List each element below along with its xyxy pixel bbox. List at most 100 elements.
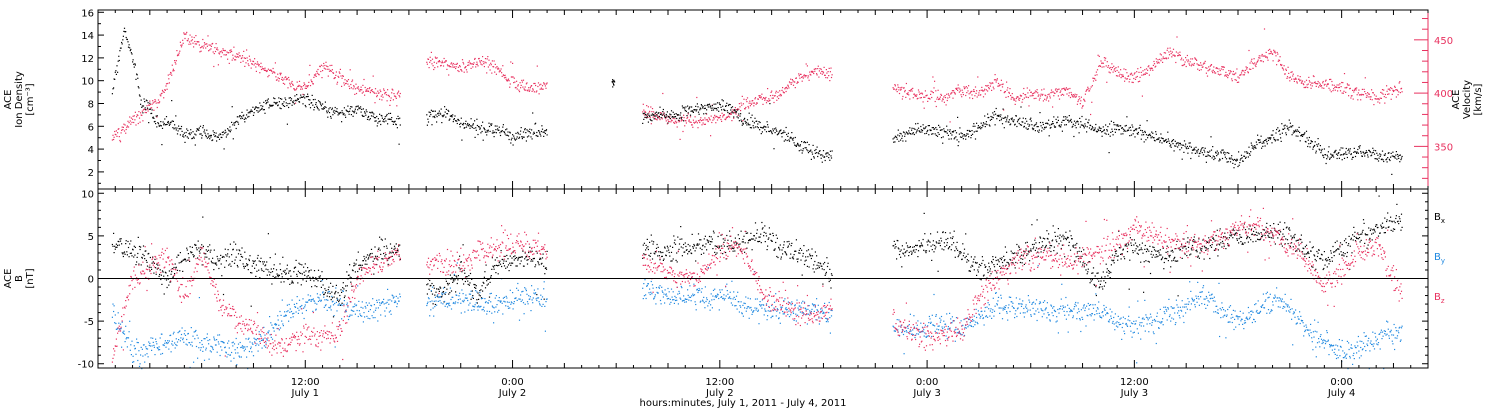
data-point bbox=[1071, 95, 1073, 97]
data-point bbox=[295, 89, 297, 91]
data-point bbox=[931, 249, 933, 251]
data-point bbox=[650, 234, 652, 236]
data-point bbox=[892, 138, 894, 140]
data-point bbox=[1166, 140, 1168, 143]
data-point bbox=[265, 70, 267, 72]
data-point bbox=[206, 256, 208, 258]
data-point bbox=[651, 113, 654, 115]
data-point bbox=[181, 44, 183, 46]
data-point bbox=[1217, 71, 1219, 73]
data-point bbox=[752, 238, 754, 240]
data-point bbox=[1164, 52, 1167, 54]
data-point bbox=[226, 134, 228, 136]
data-point bbox=[935, 90, 937, 92]
data-point bbox=[503, 260, 505, 262]
data-point bbox=[392, 120, 394, 123]
data-point bbox=[363, 115, 365, 117]
data-point bbox=[208, 50, 210, 52]
data-point bbox=[134, 119, 136, 121]
data-point bbox=[434, 67, 436, 69]
data-point bbox=[1177, 52, 1179, 54]
data-point bbox=[1225, 158, 1228, 160]
data-point bbox=[1332, 154, 1334, 156]
data-point bbox=[763, 97, 765, 99]
data-point bbox=[224, 266, 226, 268]
data-point bbox=[699, 247, 701, 249]
data-point bbox=[533, 132, 535, 134]
data-point bbox=[436, 288, 438, 290]
data-point bbox=[1185, 57, 1187, 59]
data-point bbox=[373, 117, 375, 119]
data-point bbox=[1225, 75, 1228, 77]
data-point bbox=[163, 124, 165, 126]
data-point bbox=[1103, 129, 1105, 131]
data-point bbox=[1303, 84, 1305, 86]
data-point bbox=[215, 262, 217, 264]
data-point bbox=[998, 85, 1000, 87]
data-point bbox=[743, 118, 745, 121]
data-point bbox=[947, 134, 949, 136]
data-point bbox=[203, 45, 205, 47]
data-point bbox=[1187, 61, 1189, 63]
data-point bbox=[1263, 142, 1265, 144]
data-point bbox=[158, 102, 160, 104]
data-point bbox=[1250, 151, 1252, 153]
data-point bbox=[928, 250, 930, 252]
data-point bbox=[449, 274, 451, 276]
data-point bbox=[766, 249, 768, 251]
data-point bbox=[125, 132, 127, 134]
data-point bbox=[483, 127, 485, 129]
data-point bbox=[235, 243, 237, 245]
data-point bbox=[469, 127, 471, 129]
data-point bbox=[1044, 127, 1046, 129]
data-point bbox=[1155, 133, 1157, 135]
data-point bbox=[456, 120, 458, 122]
data-point bbox=[428, 288, 430, 290]
data-point bbox=[375, 120, 377, 122]
data-point bbox=[1364, 152, 1366, 154]
data-point bbox=[904, 91, 906, 93]
data-point bbox=[1067, 88, 1069, 90]
data-point bbox=[373, 91, 375, 93]
data-point bbox=[378, 92, 380, 94]
data-point bbox=[1030, 120, 1032, 122]
data-point bbox=[787, 132, 789, 134]
data-point bbox=[778, 95, 780, 97]
data-point bbox=[1297, 135, 1299, 137]
data-point bbox=[174, 263, 176, 265]
data-point bbox=[1140, 66, 1142, 69]
data-point bbox=[1265, 139, 1267, 141]
data-point bbox=[745, 230, 747, 233]
data-point bbox=[738, 244, 740, 246]
data-point bbox=[279, 72, 281, 74]
data-point bbox=[171, 271, 173, 273]
data-point bbox=[369, 92, 371, 94]
data-point bbox=[263, 101, 265, 103]
data-point bbox=[1043, 128, 1045, 130]
data-point bbox=[1024, 122, 1026, 124]
data-point bbox=[900, 89, 902, 91]
data-point bbox=[1137, 68, 1139, 70]
data-point bbox=[748, 239, 750, 241]
data-point bbox=[1352, 89, 1354, 91]
data-point bbox=[520, 127, 522, 129]
data-point bbox=[1165, 138, 1167, 141]
data-point bbox=[1000, 79, 1002, 81]
data-point bbox=[446, 113, 449, 115]
data-point bbox=[306, 276, 308, 278]
data-point bbox=[1170, 144, 1172, 146]
data-point bbox=[396, 251, 398, 253]
data-point bbox=[347, 83, 349, 85]
data-point bbox=[1121, 75, 1123, 78]
data-point bbox=[493, 66, 495, 68]
data-point bbox=[703, 119, 705, 121]
data-point bbox=[1109, 135, 1111, 137]
data-point bbox=[458, 70, 460, 73]
data-point bbox=[188, 257, 190, 259]
data-point bbox=[1060, 94, 1062, 96]
data-point bbox=[951, 92, 953, 94]
data-point bbox=[1375, 95, 1377, 97]
data-point bbox=[798, 145, 800, 147]
data-point bbox=[704, 117, 706, 119]
data-point bbox=[1204, 147, 1206, 149]
